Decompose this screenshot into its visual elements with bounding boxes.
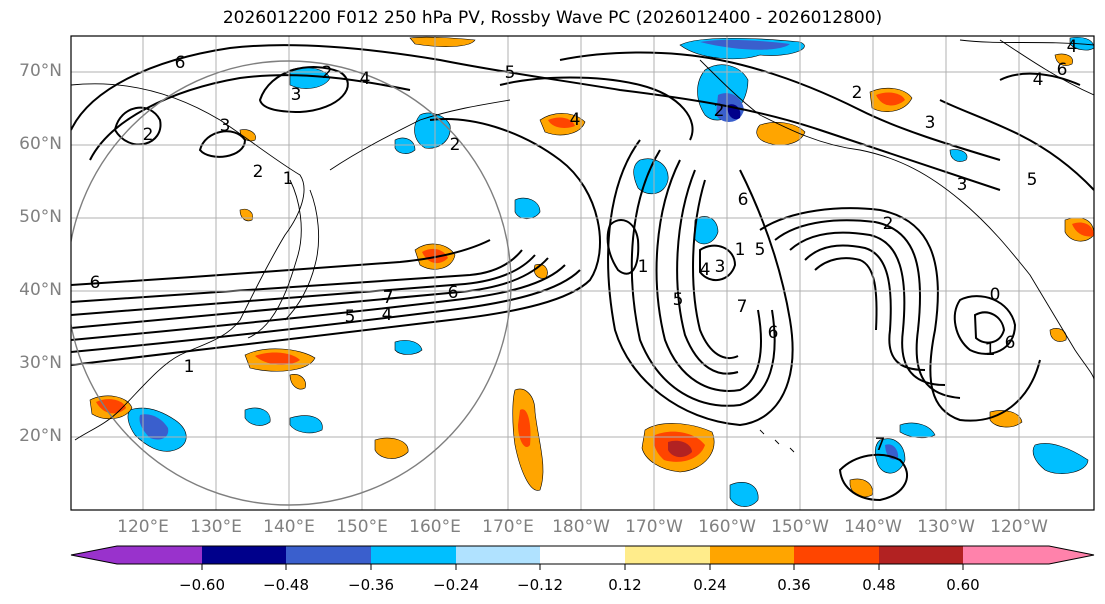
- contour-label: 2: [852, 83, 863, 103]
- colorbar-tick-label: 0.24: [693, 576, 727, 594]
- lon-label: 120°E: [117, 517, 169, 537]
- contour-label: 7: [737, 297, 748, 317]
- contour-label: 2: [450, 135, 461, 155]
- contour-labels: 6 2 4 3 3 2 2 1 6 7 5 4 6 1 5 4 2 5 1 2 …: [90, 37, 1078, 455]
- contour-label: 1: [283, 169, 294, 189]
- contour-label: 3: [291, 85, 302, 105]
- contour-label: 7: [383, 288, 394, 308]
- contour-label: 4: [360, 69, 371, 89]
- contour-label: 1: [638, 257, 649, 277]
- colorbar: [70, 545, 1095, 570]
- contour-label: 5: [345, 307, 356, 327]
- colorbar-tick-label: −0.24: [433, 576, 479, 594]
- contour-label: 6: [448, 283, 459, 303]
- lat-label: 50°N: [19, 207, 62, 227]
- lon-label: 170°E: [482, 517, 534, 537]
- lon-label: 160°E: [409, 517, 461, 537]
- colorbar-tick-label: −0.12: [517, 576, 563, 594]
- contour-label: 5: [505, 63, 516, 83]
- contour-label: 3: [957, 175, 968, 195]
- radius-circle: [71, 60, 512, 506]
- colorbar-tick-label: 0.36: [777, 576, 811, 594]
- contour-label: 0: [990, 285, 1001, 305]
- contour-label: 7: [875, 435, 886, 455]
- contour-label: 2: [143, 125, 154, 145]
- pv-shading: [89, 36, 1094, 507]
- lon-label: 140°W: [844, 517, 902, 537]
- lat-label: 40°N: [19, 280, 62, 300]
- contour-label: 6: [175, 53, 186, 73]
- contour-label: 6: [90, 273, 101, 293]
- contour-label: 6: [738, 190, 749, 210]
- contour-label: 1: [735, 240, 746, 260]
- lon-label: 180°W: [552, 517, 610, 537]
- contour-label: 1: [184, 357, 195, 377]
- contour-label: 2: [253, 162, 264, 182]
- lat-label: 70°N: [19, 61, 62, 81]
- contour-label: 4: [382, 305, 393, 325]
- figure-title: 2026012200 F012 250 hPa PV, Rossby Wave …: [222, 8, 883, 28]
- contour-label: 4: [1033, 70, 1044, 90]
- colorbar-tick-label: 0.48: [862, 576, 896, 594]
- contour-label: 5: [755, 240, 766, 260]
- colorbar-tick-label: 0.60: [946, 576, 980, 594]
- contour-label: 6: [1005, 333, 1016, 353]
- lat-label: 20°N: [19, 426, 62, 446]
- contour-label: 3: [925, 113, 936, 133]
- colorbar-tick-label: −0.60: [179, 576, 225, 594]
- lon-label: 130°W: [917, 517, 975, 537]
- lon-label: 160°W: [698, 517, 756, 537]
- lat-label: 30°N: [19, 353, 62, 373]
- lon-label: 150°W: [771, 517, 829, 537]
- contour-label: 3: [715, 257, 726, 277]
- contour-label: 6: [768, 323, 779, 343]
- contour-label: 1: [985, 340, 996, 360]
- colorbar-tick-label: −0.48: [263, 576, 309, 594]
- contour-label: 5: [673, 290, 684, 310]
- contour-label: 3: [220, 116, 231, 136]
- lat-label: 60°N: [19, 134, 62, 154]
- contour-label: 4: [1067, 37, 1078, 57]
- contour-label: 2: [883, 214, 894, 234]
- contour-label: 2: [322, 63, 333, 83]
- map-frame: [70, 35, 1095, 511]
- colorbar-tick-label: −0.36: [348, 576, 394, 594]
- coastlines: [71, 39, 1094, 453]
- lon-label: 170°W: [625, 517, 683, 537]
- lon-label: 120°W: [990, 517, 1048, 537]
- contour-label: 5: [1027, 170, 1038, 190]
- graticule: [71, 36, 1094, 510]
- colorbar-tick-label: 0.12: [608, 576, 642, 594]
- lon-label: 130°E: [190, 517, 242, 537]
- lon-label: 150°E: [336, 517, 388, 537]
- contour-label: 4: [700, 260, 711, 280]
- map-background: [71, 36, 1094, 510]
- contour-label: 4: [570, 110, 581, 130]
- contour-label: 6: [1057, 60, 1068, 80]
- contour-label: 2: [714, 101, 725, 121]
- lon-label: 140°E: [263, 517, 315, 537]
